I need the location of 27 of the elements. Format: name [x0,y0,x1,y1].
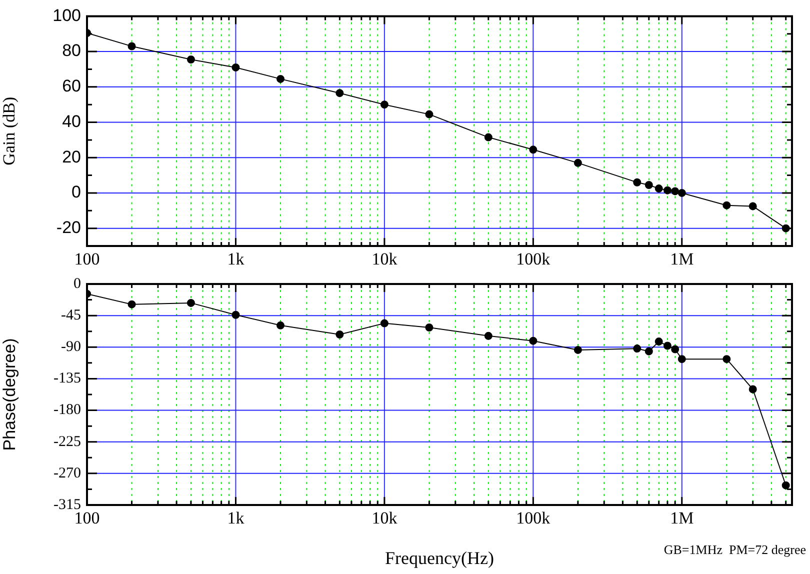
text: GB=1MHz PM=72 degree [664,542,806,557]
y-tick-label: -135 [54,370,81,387]
y-tick-label: 80 [62,41,81,60]
x-tick-label: 1k [227,508,245,528]
y-tick-label: -20 [56,218,81,238]
y-tick-label: 60 [62,76,81,96]
x-tick-label: 1k [227,250,245,269]
x-tick-label: 10k [372,508,398,528]
x-tick-label: 10k [372,250,398,269]
y-tick-label: 100 [52,6,81,25]
y-axis-title: Phase(degree) [0,338,19,451]
y-axis-title: Gain (dB) [0,96,19,166]
y-tick-label: -270 [54,465,81,482]
x-axis-title: Frequency(Hz) [385,548,494,568]
y-tick-label: -315 [54,496,81,513]
x-tick-label: 100k [516,508,551,528]
y-tick-label: 0 [72,182,81,202]
y-tick-label: 40 [62,112,81,131]
y-tick-label: 0 [74,276,81,292]
y-tick-label: -180 [54,402,81,418]
x-tick-label: 100k [516,250,551,269]
x-tick-label: 1M [670,250,694,269]
y-tick-label: -90 [61,339,81,356]
y-tick-label: 20 [62,147,81,166]
y-tick-label: -225 [54,434,81,450]
x-tick-label: 1M [670,508,694,528]
y-tick-label: -45 [61,308,81,324]
